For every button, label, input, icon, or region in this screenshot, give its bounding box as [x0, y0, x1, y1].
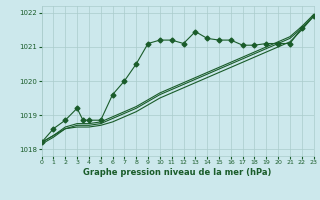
X-axis label: Graphe pression niveau de la mer (hPa): Graphe pression niveau de la mer (hPa) — [84, 168, 272, 177]
